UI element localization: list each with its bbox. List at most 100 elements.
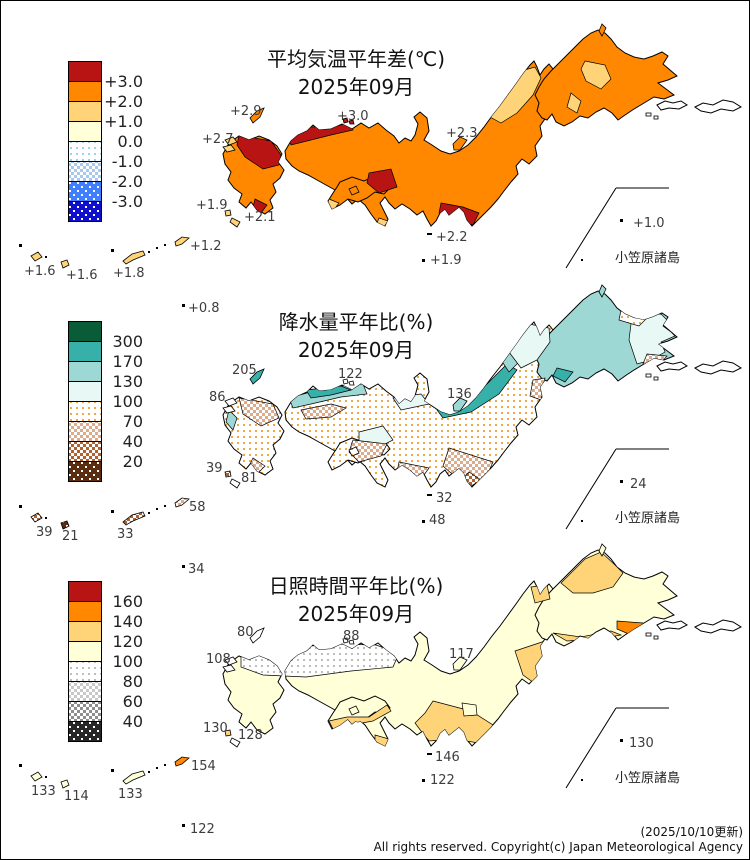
tiny-island-dot	[19, 764, 22, 767]
outlined-island	[656, 361, 688, 372]
station-value-label: 86	[209, 390, 226, 405]
station-value-label: 136	[447, 387, 472, 402]
station-value-label: +2.1	[244, 210, 276, 225]
station-value-label: 58	[189, 500, 206, 515]
tiny-island-dot	[156, 767, 158, 769]
outlined-island	[694, 360, 743, 375]
tiny-island-dot	[45, 256, 47, 258]
tiny-island	[653, 115, 659, 120]
sunshine-ratio-map-svg	[19, 543, 743, 827]
station-value-label: 117	[449, 647, 474, 662]
legend-threshold-label: 130	[112, 372, 143, 391]
climate-region-patch	[374, 734, 390, 746]
climate-region-patch	[366, 168, 398, 194]
tiny-island-dot	[148, 771, 150, 773]
station-value-label: 81	[241, 471, 258, 486]
station-value-label: 133	[31, 784, 56, 799]
tiny-island-dot	[422, 259, 425, 262]
map-subtitle-text: 2025年09月	[297, 602, 415, 626]
map-subtitle-text: 2025年09月	[297, 338, 415, 362]
station-value-label: +1.6	[24, 264, 56, 279]
kerama-islands	[30, 512, 43, 523]
station-value-label: 39	[206, 461, 223, 476]
oki-island-b	[348, 639, 355, 645]
climate-region-patch	[580, 60, 612, 90]
tiny-island	[645, 373, 652, 378]
copyright-footer: (2025/10/10更新) All rights reserved. Copy…	[374, 825, 743, 855]
sado-island	[452, 656, 468, 671]
tiny-island-dot	[427, 494, 432, 496]
station-value-label: 122	[430, 773, 455, 788]
hirado-island	[222, 144, 236, 153]
legend-swatch	[68, 461, 102, 482]
climate-region-patch	[566, 92, 582, 114]
climate-region-patch	[236, 134, 282, 170]
legend-threshold-label: 100	[112, 392, 143, 411]
outlined-island	[656, 100, 688, 111]
tiny-island-dot	[164, 505, 166, 507]
legend-threshold-label: 20	[122, 452, 143, 471]
kerama-islands	[30, 771, 43, 782]
climate-region-patch	[461, 702, 478, 717]
station-value-label: +1.0	[633, 216, 665, 231]
tiny-island-dot	[111, 769, 114, 772]
legend-threshold-label: 80	[122, 672, 143, 691]
inset-border-line	[565, 448, 617, 530]
honshu-landmass	[284, 60, 554, 227]
miyako-island	[60, 259, 70, 269]
tiny-island-dot	[111, 510, 114, 513]
awaji-island	[348, 446, 360, 457]
tiny-island-dot	[19, 244, 22, 247]
update-date-note: (2025/10/10更新)	[640, 825, 743, 839]
station-value-label: +2.2	[436, 230, 468, 245]
osumi-island-sliver	[229, 478, 241, 489]
osumi-island-dot	[224, 470, 232, 478]
osumi-island-sliver	[229, 217, 241, 228]
okinawa-main-island	[122, 250, 146, 265]
tiny-island-dot	[581, 520, 583, 522]
tiny-island-dot	[620, 739, 623, 742]
sado-island	[452, 136, 468, 151]
inset-border-line	[565, 187, 617, 269]
station-value-label: 133	[118, 787, 143, 802]
temperature-anomaly-map-svg	[19, 23, 743, 307]
tiny-island-dot	[427, 233, 432, 235]
tsushima-island	[249, 627, 265, 644]
station-value-label: +2.3	[446, 126, 478, 141]
hirado-island	[222, 405, 236, 414]
climate-region-patches	[240, 551, 648, 746]
legend-threshold-label: +3.0	[104, 72, 143, 91]
sunshine-map-title: 日照時間平年比(%) 2025年09月	[176, 572, 536, 628]
station-value-label: 154	[191, 759, 216, 774]
legend-threshold-label: 140	[112, 612, 143, 631]
tiny-island-dot	[182, 824, 185, 827]
map-subtitle-text: 2025年09月	[297, 75, 415, 99]
hirado-island	[222, 664, 236, 673]
station-value-label: +2.9	[230, 104, 262, 119]
tiny-island-dot	[581, 259, 583, 261]
tiny-island-dot	[164, 764, 166, 766]
temperature-map-title: 平均気温平年差(℃) 2025年09月	[176, 45, 536, 101]
precipitation-ratio-map-svg	[19, 284, 743, 568]
okinawa-main-island	[122, 511, 146, 526]
miyako-island	[60, 520, 70, 530]
map-title-text: 平均気温平年差(℃)	[266, 47, 446, 71]
climate-region-patch	[238, 397, 280, 427]
station-value-label: 128	[238, 728, 263, 743]
station-value-label: +1.2	[190, 239, 222, 254]
legend-threshold-label: 300	[112, 332, 143, 351]
precipitation-map-title: 降水量平年比(%) 2025年09月	[176, 308, 536, 364]
legend-swatch	[68, 721, 102, 742]
climate-region-patch	[560, 551, 624, 594]
tiny-island-dot	[148, 512, 150, 514]
map-title-text: 降水量平年比(%)	[278, 310, 434, 334]
sunshine-ratio-legend	[68, 581, 102, 742]
oki-island-b	[348, 380, 355, 386]
copyright-text: All rights reserved. Copyright(c) Japan …	[373, 840, 743, 854]
station-value-label: 205	[232, 363, 257, 378]
station-value-label: 146	[435, 750, 460, 765]
tiny-island	[645, 632, 652, 637]
temperature-anomaly-legend	[68, 61, 102, 222]
tiny-island	[653, 635, 659, 640]
amami-island	[174, 497, 190, 508]
